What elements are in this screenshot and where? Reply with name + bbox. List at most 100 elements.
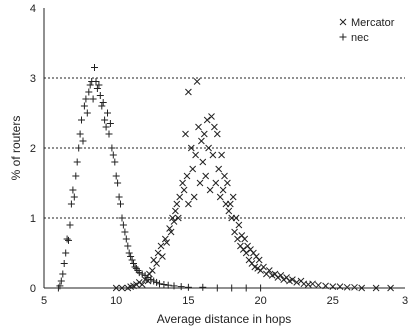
data-point-mercator: [293, 279, 301, 286]
series-markers: [54, 64, 394, 292]
data-point-nec: [59, 270, 67, 278]
data-point-mercator: [190, 193, 198, 201]
data-point-mercator: [343, 283, 351, 291]
data-point-mercator: [183, 172, 191, 180]
data-point-mercator: [174, 214, 182, 222]
series-mercator: [112, 78, 394, 292]
data-point-nec: [228, 284, 236, 292]
data-point-mercator: [329, 283, 337, 290]
data-point-nec: [79, 137, 87, 145]
data-point-nec: [95, 81, 103, 89]
data-point-mercator: [358, 284, 366, 292]
data-point-mercator: [218, 151, 225, 159]
x-tick-label: 10: [110, 295, 122, 307]
data-point-mercator: [179, 179, 186, 187]
data-point-nec: [112, 172, 120, 180]
data-point-mercator: [232, 214, 240, 222]
data-point-mercator: [182, 130, 189, 138]
data-point-nec: [153, 278, 161, 286]
data-point-nec: [63, 235, 71, 243]
data-point-nec: [60, 260, 68, 267]
data-point-mercator: [185, 88, 192, 96]
data-point-mercator: [280, 276, 288, 283]
data-point-mercator: [224, 179, 231, 187]
data-point-mercator: [209, 151, 217, 159]
data-point-mercator: [205, 144, 212, 152]
data-point-mercator: [309, 280, 316, 288]
data-point-mercator: [138, 281, 146, 288]
y-axis-title: % of routers: [9, 116, 23, 181]
data-point-nec: [199, 283, 207, 291]
data-point-nec: [156, 280, 163, 288]
data-point-nec: [115, 193, 123, 201]
data-point-mercator: [169, 214, 176, 222]
data-point-nec: [69, 186, 77, 194]
data-point-mercator: [208, 113, 215, 120]
data-point-mercator: [254, 265, 262, 272]
data-point-nec: [92, 78, 100, 85]
data-point-mercator: [219, 186, 227, 194]
data-point-mercator: [189, 165, 197, 173]
data-point-mercator: [289, 276, 296, 283]
data-point-mercator: [255, 256, 263, 264]
data-point-nec: [67, 200, 75, 208]
data-point-mercator: [185, 200, 192, 208]
data-point-mercator: [277, 272, 285, 279]
data-point-nec: [72, 172, 80, 180]
data-point-mercator: [112, 284, 120, 292]
data-point-mercator: [215, 165, 223, 173]
data-point-nec: [213, 284, 221, 292]
data-point-nec: [114, 179, 122, 187]
data-point-mercator: [231, 228, 238, 236]
data-point-nec: [117, 200, 124, 208]
data-point-nec: [130, 260, 137, 267]
data-point-mercator: [242, 249, 250, 257]
legend-label-nec: nec: [351, 32, 369, 44]
data-point-mercator: [199, 158, 207, 166]
y-tick-label: 1: [30, 213, 36, 225]
data-point-nec: [73, 158, 81, 166]
data-point-mercator: [260, 263, 267, 271]
data-point-nec: [83, 109, 91, 117]
data-point-mercator: [118, 284, 126, 292]
data-point-mercator: [167, 228, 175, 236]
data-point-mercator: [221, 172, 228, 180]
x-tick-label: 25: [327, 295, 339, 307]
y-tick-label: 2: [30, 143, 36, 155]
data-point-nec: [91, 64, 98, 71]
data-point-mercator: [192, 151, 199, 159]
data-point-nec: [82, 95, 90, 103]
data-point-nec: [62, 249, 70, 257]
data-point-nec: [124, 242, 132, 250]
data-point-mercator: [198, 137, 205, 145]
data-point-nec: [177, 283, 185, 291]
data-point-nec: [150, 277, 158, 285]
data-point-mercator: [187, 144, 195, 152]
data-point-mercator: [241, 235, 249, 243]
data-point-nec: [57, 277, 65, 285]
data-point-mercator: [153, 260, 160, 267]
data-point-nec: [78, 116, 85, 124]
data-point-mercator: [206, 186, 214, 194]
data-point-nec: [104, 109, 111, 117]
data-point-nec: [257, 284, 265, 292]
data-point-nec: [89, 95, 97, 103]
data-point-nec: [111, 158, 119, 166]
data-point-mercator: [226, 200, 234, 208]
data-point-nec: [105, 130, 113, 138]
data-point-mercator: [180, 186, 188, 194]
data-point-mercator: [163, 239, 171, 246]
data-point-nec: [85, 88, 93, 96]
y-tick-label: 4: [30, 3, 36, 15]
legend: Mercator nec: [339, 17, 395, 44]
data-point-mercator: [212, 179, 220, 187]
data-point-mercator: [133, 281, 140, 288]
data-point-mercator: [234, 235, 241, 243]
x-tick-label: 20: [254, 295, 266, 307]
data-point-nec: [99, 99, 107, 106]
data-point-mercator: [172, 207, 179, 215]
data-point-nec: [96, 92, 104, 99]
data-point-mercator: [193, 78, 201, 85]
data-point-mercator: [274, 274, 282, 281]
data-point-mercator: [154, 249, 162, 257]
